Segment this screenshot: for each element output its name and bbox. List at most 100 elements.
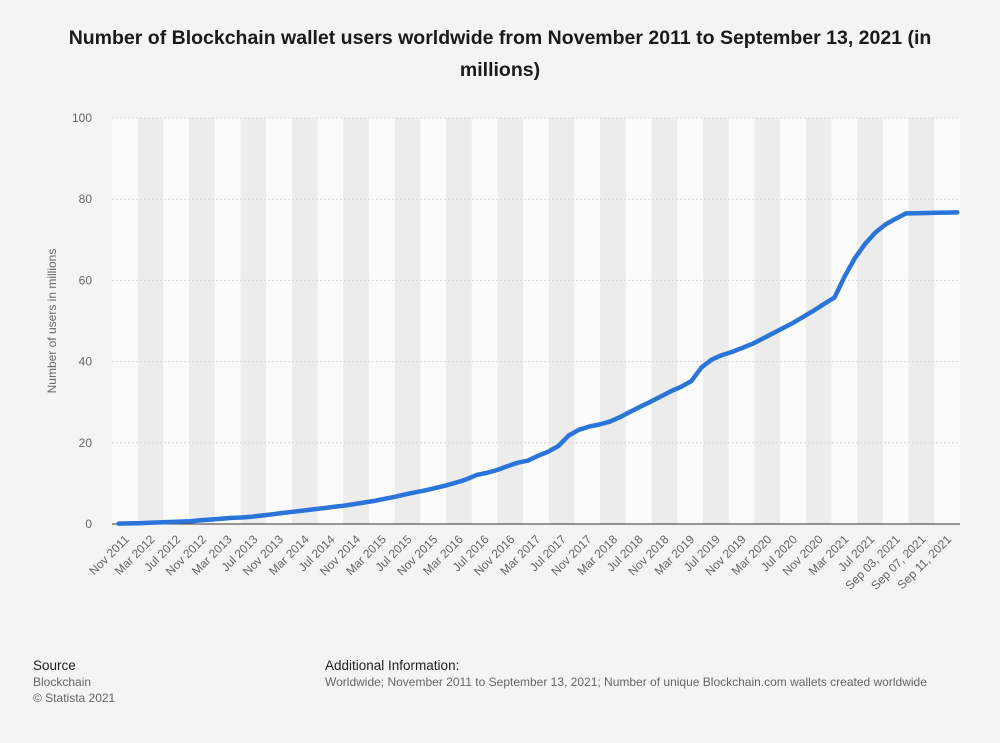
data-point[interactable] (566, 433, 571, 438)
data-point[interactable] (116, 521, 121, 526)
data-point[interactable] (812, 308, 816, 313)
data-point[interactable] (300, 508, 305, 513)
data-point[interactable] (760, 336, 765, 341)
data-point[interactable] (229, 515, 234, 520)
data-point[interactable] (750, 341, 755, 346)
data-point[interactable] (505, 464, 510, 469)
data-point[interactable] (147, 520, 152, 525)
data-point[interactable] (955, 210, 960, 215)
series-group (116, 210, 960, 526)
y-tick-label: 60 (79, 273, 93, 287)
data-point[interactable] (484, 470, 489, 475)
data-point[interactable] (699, 365, 704, 370)
data-point[interactable] (331, 504, 336, 509)
data-point[interactable] (852, 256, 857, 261)
data-point[interactable] (658, 394, 663, 399)
data-point[interactable] (638, 404, 643, 409)
data-point[interactable] (372, 498, 377, 503)
data-point[interactable] (321, 506, 326, 511)
y-tick-label: 40 (79, 355, 93, 369)
data-point[interactable] (679, 384, 684, 389)
data-point[interactable] (382, 496, 387, 501)
data-point[interactable] (341, 503, 346, 508)
data-point[interactable] (127, 521, 132, 526)
data-point[interactable] (832, 295, 837, 300)
background-band (831, 118, 858, 524)
data-point[interactable] (249, 514, 254, 519)
data-point[interactable] (597, 422, 602, 427)
y-axis-label: Number of users in millions (45, 249, 59, 394)
data-point[interactable] (536, 453, 540, 458)
data-point[interactable] (464, 477, 469, 482)
data-point[interactable] (801, 314, 806, 319)
data-point[interactable] (515, 460, 520, 465)
data-point[interactable] (556, 444, 561, 448)
data-point[interactable] (495, 468, 500, 472)
data-point[interactable] (904, 211, 908, 216)
data-point[interactable] (525, 458, 530, 463)
source-name[interactable]: Blockchain (33, 675, 92, 689)
data-point[interactable] (260, 513, 264, 518)
data-point[interactable] (771, 331, 776, 336)
data-point[interactable] (280, 511, 285, 515)
background-band (112, 118, 138, 524)
data-point[interactable] (944, 210, 949, 215)
y-axis-ticks: 0 20 40 60 80 100 (72, 111, 92, 531)
data-point[interactable] (444, 483, 448, 488)
data-point[interactable] (208, 517, 213, 522)
data-point[interactable] (413, 490, 418, 495)
data-point[interactable] (791, 320, 796, 325)
data-point[interactable] (352, 502, 356, 507)
data-point[interactable] (648, 399, 653, 404)
data-point[interactable] (607, 419, 612, 424)
data-point[interactable] (924, 211, 929, 215)
data-point[interactable] (842, 274, 847, 279)
data-point[interactable] (423, 488, 428, 493)
data-point[interactable] (873, 230, 878, 235)
data-point[interactable] (474, 472, 479, 477)
info-heading: Additional Information: (325, 658, 460, 673)
data-point[interactable] (883, 222, 888, 227)
data-point[interactable] (863, 241, 868, 246)
data-point[interactable] (822, 301, 827, 306)
data-point[interactable] (403, 492, 408, 497)
data-point[interactable] (270, 512, 275, 517)
data-point[interactable] (617, 415, 622, 420)
data-point[interactable] (239, 515, 244, 520)
data-point[interactable] (914, 211, 919, 216)
background-band (394, 118, 421, 524)
background-band (574, 118, 601, 524)
data-point[interactable] (137, 521, 142, 526)
background-band (446, 118, 472, 524)
background-band (291, 118, 318, 524)
data-point[interactable] (290, 509, 295, 514)
data-point[interactable] (392, 494, 397, 499)
data-point[interactable] (188, 519, 193, 524)
data-point[interactable] (709, 357, 714, 362)
data-point[interactable] (730, 349, 735, 354)
data-point[interactable] (689, 379, 694, 384)
data-point[interactable] (893, 216, 898, 221)
background-band (651, 118, 678, 524)
data-point[interactable] (311, 507, 316, 512)
data-point[interactable] (546, 449, 551, 454)
data-point[interactable] (168, 520, 172, 524)
data-point[interactable] (934, 210, 939, 215)
data-point[interactable] (454, 480, 459, 485)
data-point[interactable] (157, 520, 162, 525)
data-point[interactable] (720, 353, 724, 358)
data-point[interactable] (587, 424, 592, 429)
data-point[interactable] (576, 427, 581, 432)
source-block: Source Blockchain © Statista 2021 (33, 658, 115, 706)
data-point[interactable] (433, 485, 438, 490)
background-band (163, 118, 190, 524)
data-point[interactable] (781, 325, 786, 330)
data-point[interactable] (178, 519, 183, 524)
data-point[interactable] (740, 345, 745, 350)
data-point[interactable] (219, 516, 224, 521)
data-point[interactable] (628, 409, 632, 414)
data-point[interactable] (668, 389, 673, 394)
data-point[interactable] (362, 500, 367, 505)
data-point[interactable] (198, 518, 203, 523)
